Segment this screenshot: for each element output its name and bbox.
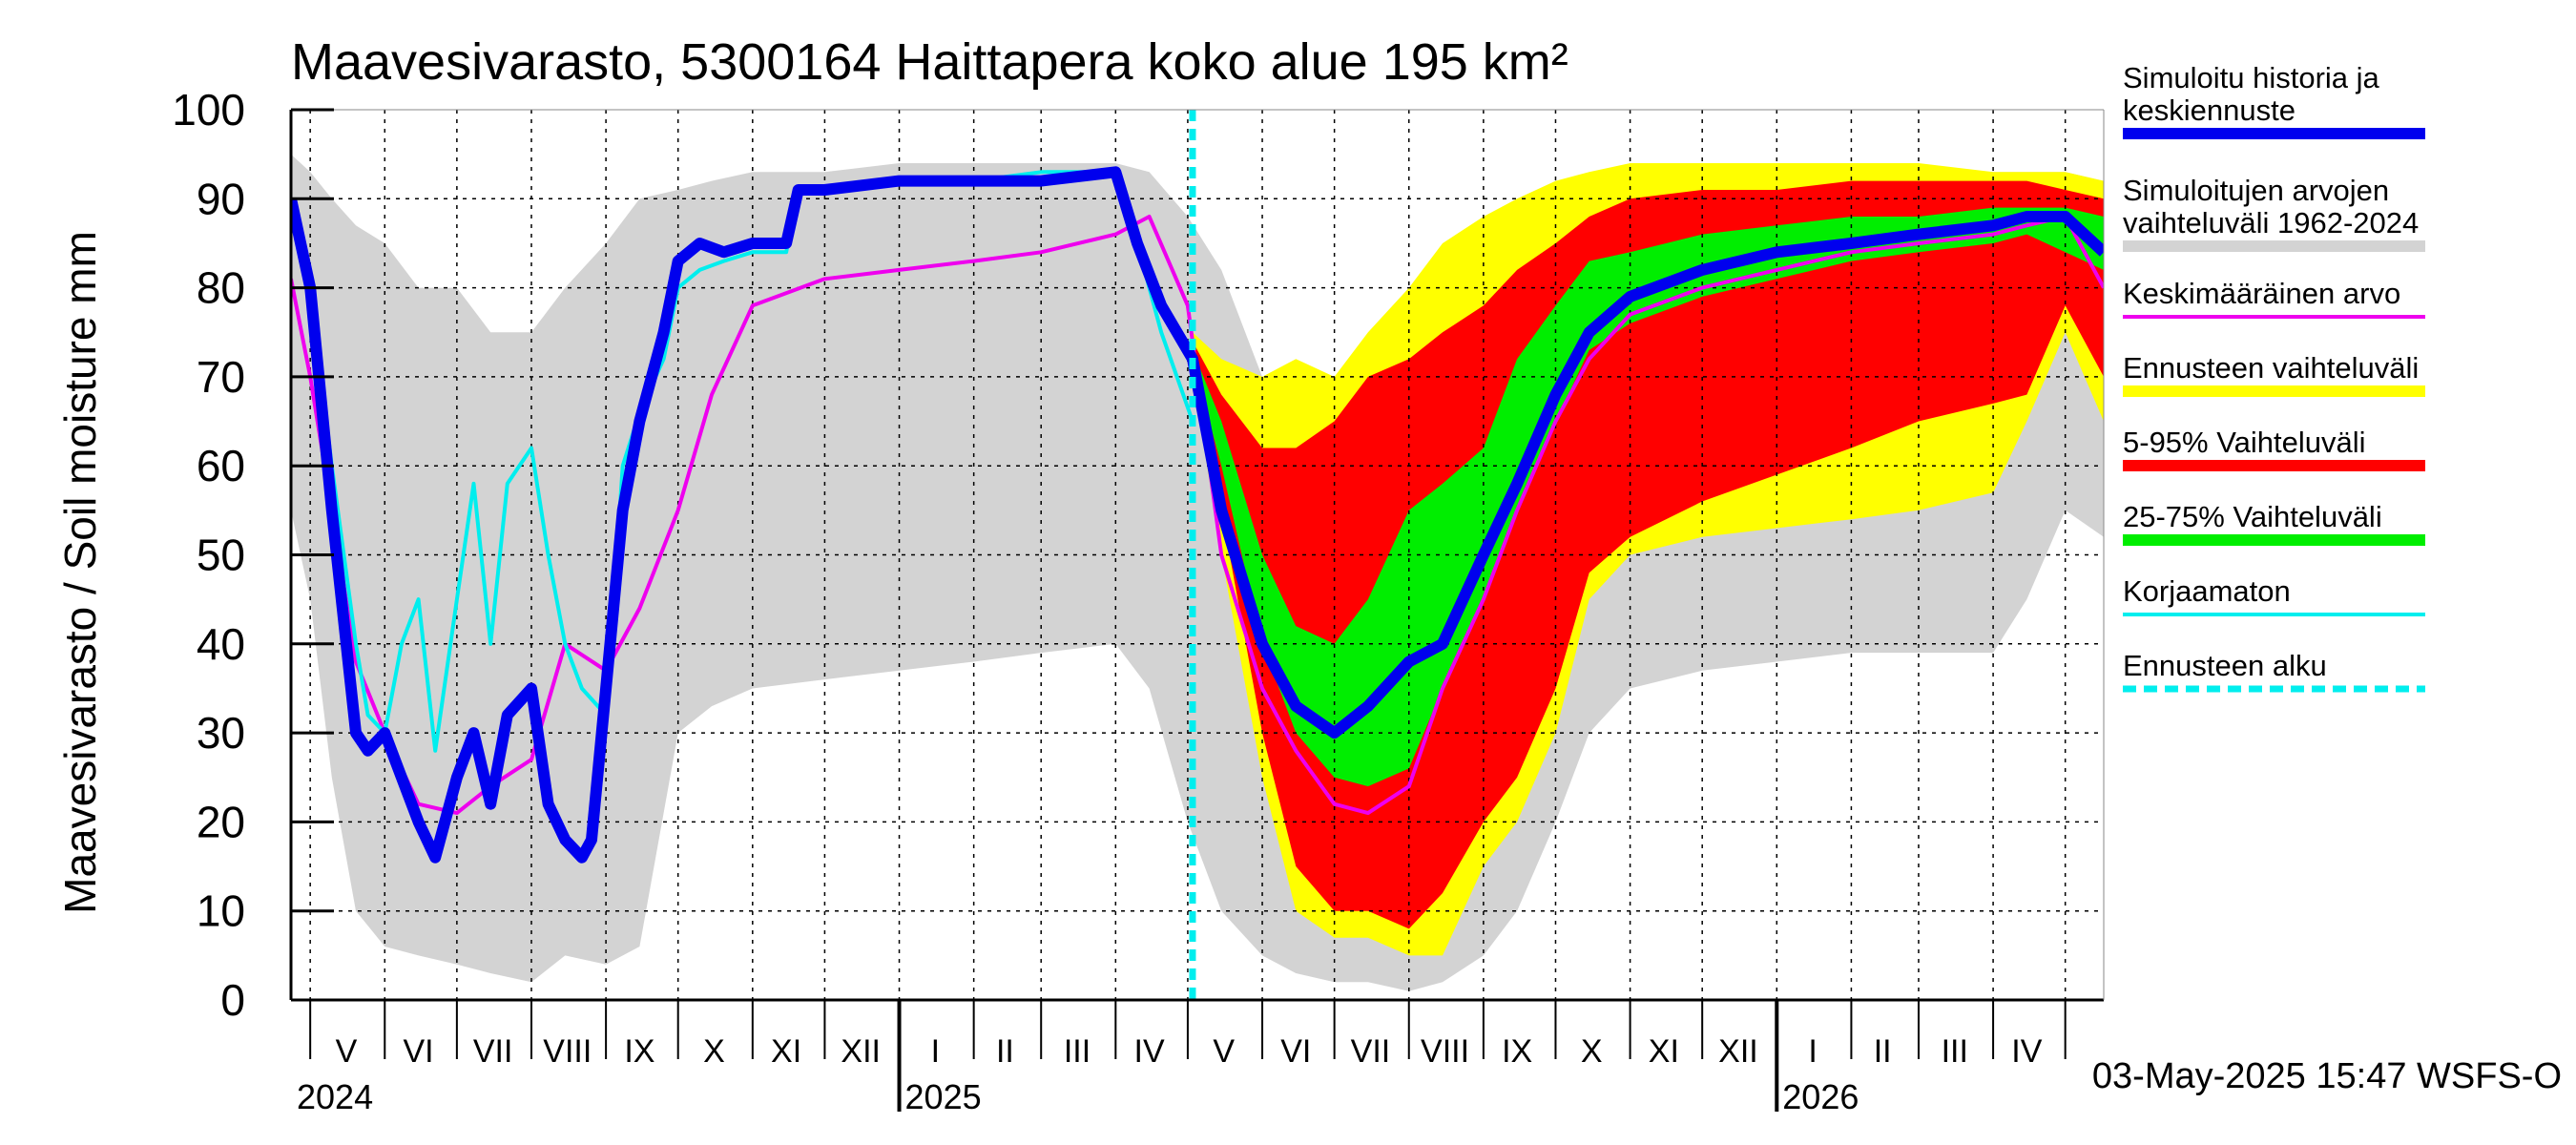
legend-label-keskimaarainen-arvo: Keskimääräinen arvo [2123,277,2400,310]
bands-layer [291,154,2104,991]
month-label-8: I [931,1033,940,1070]
month-label-3: VIII [543,1033,592,1070]
year-label-2024: 2024 [297,1077,373,1116]
month-label-22: III [1942,1033,1968,1070]
month-label-0: V [336,1033,358,1070]
y-axis-label: Maavesivarasto / Soil moisture mm [55,231,105,914]
x-axis: V VI VII VIII IX X XI XII I II III IV V VI VII VIII IX X X… [297,1000,2067,1116]
month-label-4: IX [624,1033,654,1070]
month-label-16: IX [1502,1033,1532,1070]
legend-label-simuloitujen-arvojen-vaihteluvali-1962-2024-1: Simuloitujen arvojen [2123,174,2389,207]
month-label-20: I [1808,1033,1817,1070]
month-label-14: VII [1351,1033,1391,1070]
y-tick-label-50: 50 [197,531,245,580]
y-tick-label-80: 80 [197,263,245,313]
month-label-12: V [1213,1033,1235,1070]
lines-layer [291,110,2104,1000]
month-label-18: XI [1649,1033,1679,1070]
month-label-2: VII [473,1033,513,1070]
y-tick-label-20: 20 [197,797,245,846]
month-label-9: II [996,1033,1014,1070]
legend-label-25-75-vaihteluvali: 25-75% Vaihteluväli [2123,500,2382,533]
month-label-5: X [703,1033,725,1070]
month-label-23: IV [2011,1033,2042,1070]
y-tick-label-70: 70 [197,352,245,402]
legend-label-simuloitu-historia-ja-keskiennuste-2: keskiennuste [2123,94,2296,127]
year-label-2026: 2026 [1782,1077,1859,1116]
legend-label-ennusteen-alku: Ennusteen alku [2123,649,2327,682]
footer-timestamp: 03-May-2025 15:47 WSFS-O [2092,1056,2562,1096]
y-axis: 0 10 20 30 40 50 60 70 80 90 100 [172,85,334,1025]
legend-label-simuloitujen-arvojen-vaihteluvali-1962-2024-2: vaihteluväli 1962-2024 [2123,206,2419,239]
legend-label-simuloitu-historia-ja-keskiennuste-1: Simuloitu historia ja [2123,61,2380,94]
month-label-17: X [1581,1033,1603,1070]
month-label-1: VI [403,1033,433,1070]
month-label-7: XII [841,1033,881,1070]
line-simuloitu-historia-ja-keskiennuste [291,166,2104,864]
band-25-75-vaihteluvali [1193,207,2104,787]
y-tick-label-10: 10 [197,886,245,936]
month-label-15: VIII [1421,1033,1469,1070]
grid-layer [291,110,2104,1000]
legend-label-5-95-vaihteluvali: 5-95% Vaihteluväli [2123,426,2365,459]
y-tick-label-0: 0 [220,975,245,1025]
month-label-11: IV [1134,1033,1165,1070]
month-label-10: III [1064,1033,1091,1070]
y-tick-label-90: 90 [197,174,245,223]
legend-label-korjaamaton: Korjaamaton [2123,574,2291,608]
month-label-19: XII [1718,1033,1758,1070]
legend-label-ennusteen-vaihteluvali: Ennusteen vaihteluväli [2123,351,2419,385]
month-label-13: VI [1280,1033,1311,1070]
y-tick-label-100: 100 [172,85,245,135]
month-label-6: XI [771,1033,801,1070]
y-tick-label-60: 60 [197,441,245,490]
month-label-21: II [1874,1033,1892,1070]
band-5-95-vaihteluvali [1193,180,2104,929]
y-tick-label-40: 40 [197,619,245,669]
y-tick-label-30: 30 [197,708,245,758]
year-label-2025: 2025 [905,1077,982,1116]
chart-title: Maavesivarasto, 5300164 Haittapera koko … [291,33,1568,91]
